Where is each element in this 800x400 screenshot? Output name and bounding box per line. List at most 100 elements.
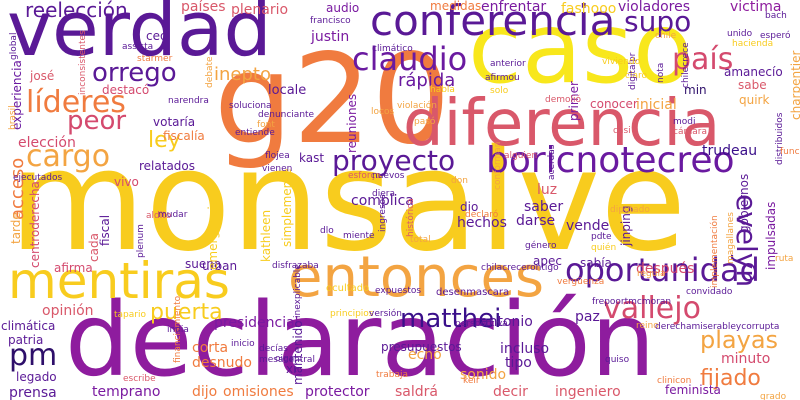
word: pm [9,338,58,373]
word: quirk [739,93,770,107]
word: perspectiva [455,319,508,329]
word: países [181,0,226,15]
word: feminista [665,383,721,397]
word: saldrá [395,384,438,400]
word: cámara [673,127,707,137]
word: habla [430,85,455,95]
word: inexplicable [293,264,303,318]
word: dlo [320,226,334,236]
word: incluso [500,341,550,357]
word: presupuestos [381,340,462,354]
word: apec [533,254,562,268]
word: elección [18,135,76,151]
word: hacienda [732,39,774,49]
word: quién [591,243,617,253]
word: cada [87,233,101,262]
word: debate [205,56,215,88]
word: darse [516,213,556,229]
word: derechamiserableycorrupta [655,322,780,332]
word: reuniones [345,93,359,153]
word: claudio [352,40,468,78]
word: ley [148,128,181,153]
word: keir [463,376,480,386]
word: echó [408,347,442,363]
word: patria [8,333,44,347]
word: ocultado [326,283,370,294]
word: india [167,325,189,335]
word: reelección [25,0,128,22]
word: entiende [235,128,275,138]
word: justin [311,29,350,45]
word: total [410,235,431,245]
word: verdad [7,0,272,73]
word: violadores [618,0,691,15]
word: acceso [7,157,28,220]
word: grado [760,392,787,400]
word: conferencia [370,0,616,45]
word: oiga [275,354,295,364]
word: boricnotecreo [486,140,735,181]
word: kast [299,151,325,165]
word: chile [655,31,677,41]
word: líderes [26,85,126,120]
word: audio [326,1,360,15]
word: dio [460,200,479,214]
word: minuto [721,351,771,367]
word: simplemente [280,168,294,247]
word: inicio [231,339,255,349]
word: oportunidad [565,251,760,289]
word: plenario [231,2,289,18]
word: plenum [136,224,146,258]
word: relatados [139,159,196,173]
word: destacó [102,83,150,97]
word: sabe [738,78,767,92]
word: nota [656,62,666,83]
word: trabaja [376,370,408,380]
word: conocer [590,97,638,111]
word: matthei [400,304,502,334]
word: fashooo [561,1,617,17]
word: principios [330,309,374,319]
word: soluciona [229,101,272,111]
word: victima [730,0,782,15]
word: alguien [504,151,538,161]
word: mesacentral [259,355,315,365]
word: mudar [158,210,188,220]
word: monsalve [9,120,687,283]
word: esperó [760,31,791,41]
word: versión [369,309,402,319]
word: histórica [406,198,416,237]
word: convidado [686,287,733,297]
word: denunciante [258,110,315,120]
word: mentiras [8,252,230,310]
word: sonido [460,367,507,383]
word: diputado [610,205,650,215]
word: peor [67,106,127,136]
word: reino [636,321,659,331]
word: demolió [545,95,582,105]
word: solo [490,86,509,96]
word: vende [566,218,610,234]
word: país [672,42,734,77]
word: violación [397,101,438,111]
word: paz [575,309,600,325]
word: tapario [114,310,146,320]
word: narendra [168,96,209,106]
word: votaría [153,115,196,129]
word: climática [1,319,56,333]
word: unido [727,29,753,39]
word: dijo [192,384,218,400]
word: claro [625,71,647,81]
word: antonio [480,314,533,330]
word: tarde [9,212,23,244]
word: vergüenza [557,277,605,287]
word: ejecutados [13,173,63,183]
word: g20 [214,28,451,172]
word: implementación [710,215,720,288]
word: afirma [54,261,93,275]
word: francisco [310,16,351,26]
word: modi [673,117,696,127]
word: decías [259,344,288,354]
word: funcionaria [780,147,800,157]
